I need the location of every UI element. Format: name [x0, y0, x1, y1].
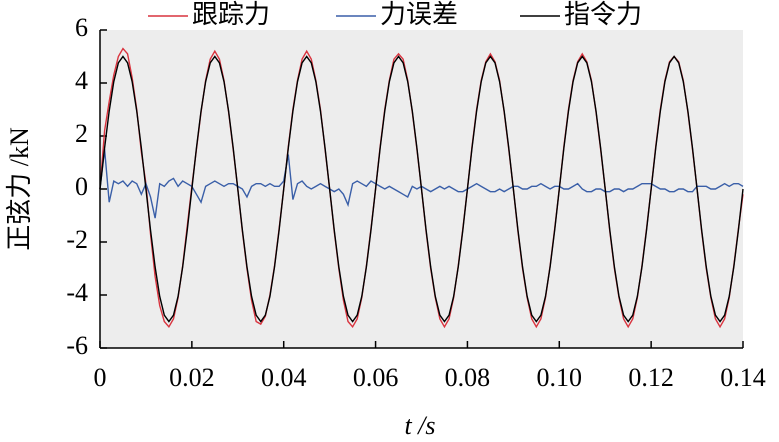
- y-tick-label: 0: [75, 172, 88, 201]
- y-tick-label: 2: [75, 119, 88, 148]
- x-tick-label: 0.08: [445, 363, 491, 392]
- x-tick-label: 0.06: [353, 363, 399, 392]
- y-tick-label: 6: [75, 13, 88, 42]
- y-tick-label: 4: [75, 66, 88, 95]
- legend-label: 跟踪力: [192, 0, 270, 29]
- x-tick-label: 0.12: [628, 363, 674, 392]
- x-tick-label: 0.10: [537, 363, 583, 392]
- y-axis-label: 正弦力 /kN: [5, 127, 34, 251]
- y-tick-label: -4: [66, 278, 88, 307]
- series-line: [99, 55, 744, 323]
- x-tick-label: 0: [94, 363, 107, 392]
- legend-label: 力误差: [380, 0, 458, 29]
- y-tick-label: -2: [66, 225, 88, 254]
- legend-label: 指令力: [564, 0, 642, 29]
- x-tick-label: 0.04: [261, 363, 307, 392]
- x-tick-label: 0.02: [169, 363, 215, 392]
- x-tick-label: 0.14: [720, 363, 766, 392]
- y-tick-label: -6: [66, 331, 88, 360]
- x-axis-label: t /s: [404, 411, 435, 440]
